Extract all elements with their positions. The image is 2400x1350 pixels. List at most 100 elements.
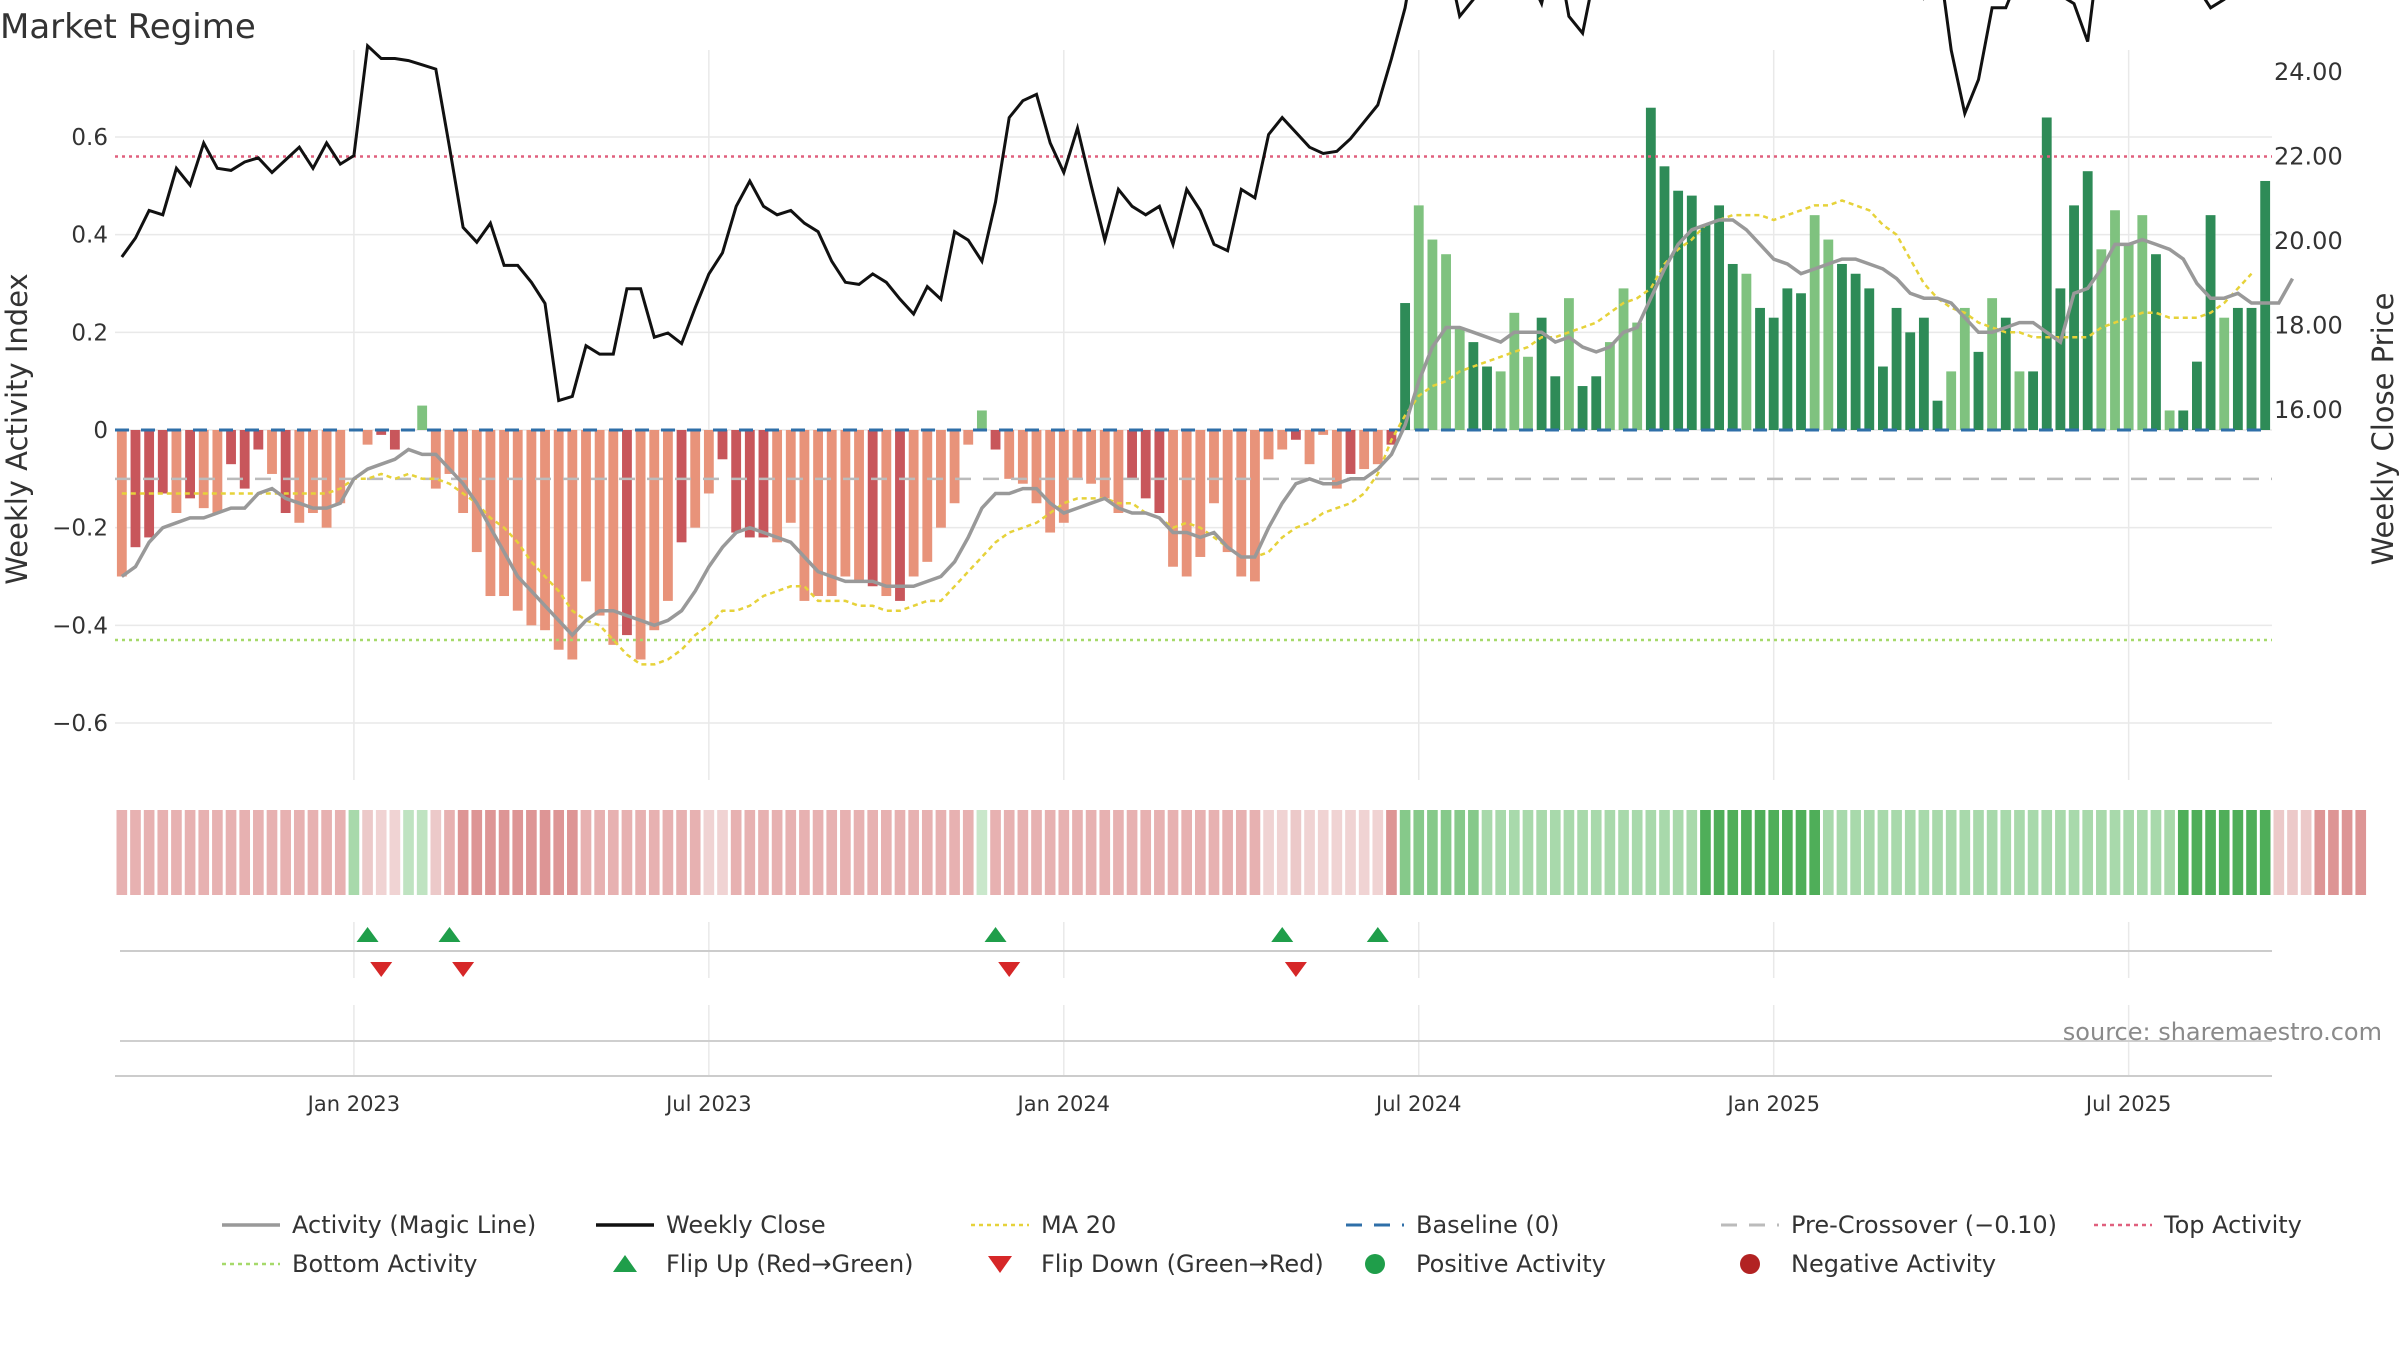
activity-bar <box>294 430 305 523</box>
activity-bar <box>485 430 496 597</box>
regime-cell <box>1782 810 1793 895</box>
activity-bar <box>1550 376 1561 430</box>
activity-bar <box>2014 371 2025 430</box>
legend-label: Weekly Close <box>666 1211 826 1239</box>
regime-cell <box>1495 810 1506 895</box>
regime-cell <box>1386 810 1397 895</box>
regime-cell <box>1618 810 1629 895</box>
regime-cell <box>621 810 633 895</box>
y-tick-label: 0.2 <box>71 320 108 346</box>
regime-cell <box>1222 810 1233 895</box>
legend-label: Flip Up (Red→Green) <box>666 1250 914 1278</box>
activity-bar <box>2137 215 2148 430</box>
regime-cell <box>471 810 483 895</box>
regime-cell <box>1945 810 1957 895</box>
activity-bar <box>1878 366 1888 430</box>
activity-bar <box>1290 430 1301 440</box>
activity-bar <box>2246 307 2257 430</box>
x-tick-label: Jul 2024 <box>1374 1092 1461 1116</box>
activity-bar <box>1331 430 1342 489</box>
regime-cell <box>2273 810 2285 895</box>
regime-cell <box>962 810 974 895</box>
y2-axis-label: Weekly Close Price <box>2366 293 2400 566</box>
regime-cell <box>1563 810 1575 895</box>
flip-up-marker <box>356 927 379 942</box>
activity-bar <box>1113 430 1124 514</box>
activity-bar <box>2028 371 2039 430</box>
regime-cell <box>2218 810 2230 895</box>
legend-item: MA 20 <box>971 1211 1116 1239</box>
regime-cell <box>703 810 715 895</box>
activity-bar <box>1413 205 1424 430</box>
weekly-close-line <box>120 0 2226 403</box>
activity-bar <box>717 430 728 460</box>
regime-cell <box>990 810 1001 895</box>
activity-bar <box>1741 273 1752 430</box>
reference-lines <box>115 155 2272 642</box>
regime-cell <box>416 810 428 895</box>
activity-bar <box>2151 254 2161 430</box>
activity-bar <box>1345 430 1356 474</box>
flip-down-marker <box>452 962 475 977</box>
activity-bar <box>1768 317 1779 430</box>
x-tick-label: Jan 2024 <box>1016 1092 1111 1116</box>
regime-cell <box>1904 810 1916 895</box>
regime-cell <box>1686 810 1698 895</box>
activity-bar <box>676 430 687 543</box>
regime-cell <box>1631 810 1643 895</box>
activity-bar <box>1195 430 1206 557</box>
activity-bar <box>2205 215 2216 430</box>
activity-bar <box>1673 190 1684 430</box>
series-lines <box>120 0 2295 666</box>
activity-bar <box>362 430 373 445</box>
activity-bar <box>553 430 564 650</box>
activity-bar <box>1045 430 1056 533</box>
activity-bar <box>813 430 823 597</box>
regime-cell <box>580 810 592 895</box>
regime-cell <box>2314 810 2326 895</box>
regime-cell <box>526 810 537 895</box>
regime-cell <box>307 810 319 895</box>
activity-bar <box>581 430 591 582</box>
activity-bar <box>1782 288 1793 430</box>
activity-bar <box>2191 361 2202 430</box>
regime-cell <box>976 810 988 895</box>
activity-bar <box>1632 322 1643 430</box>
activity-bar <box>1140 430 1151 499</box>
activity-bar <box>1987 298 1998 430</box>
regime-cell <box>785 810 797 895</box>
legend-swatch <box>613 1255 637 1272</box>
regime-cell <box>2328 810 2339 895</box>
activity-bar <box>963 430 974 445</box>
activity-bar <box>922 430 933 562</box>
activity-bar <box>1523 356 1533 430</box>
legend-item: Weekly Close <box>596 1211 826 1239</box>
y2-tick-label: 20.00 <box>2274 227 2343 255</box>
activity-bar <box>499 430 509 597</box>
regime-cell <box>430 810 442 895</box>
activity-bar <box>1727 263 1738 430</box>
regime-cell <box>2082 810 2094 895</box>
regime-cell <box>894 810 906 895</box>
activity-bar <box>1359 430 1370 470</box>
activity-bar <box>1427 239 1438 430</box>
regime-cell <box>334 810 346 895</box>
regime-cell <box>594 810 605 895</box>
legend-item: Baseline (0) <box>1346 1211 1559 1239</box>
activity-bar <box>1222 430 1233 553</box>
regime-cell <box>771 810 783 895</box>
activity-bar <box>239 430 250 489</box>
regime-cell <box>375 810 387 895</box>
regime-cell <box>921 810 933 895</box>
legend-item: Positive Activity <box>1365 1250 1606 1278</box>
activity-bar <box>1482 366 1492 430</box>
legend-swatch <box>1365 1254 1385 1274</box>
regime-cell <box>1085 810 1097 895</box>
activity-bar <box>1454 327 1465 430</box>
x-tick-label: Jan 2023 <box>306 1092 401 1116</box>
y-tick-label: 0 <box>93 418 108 444</box>
regime-cell <box>1863 810 1875 895</box>
regime-cell <box>2191 810 2203 895</box>
regime-cell <box>2027 810 2039 895</box>
regime-cell <box>1276 810 1288 895</box>
